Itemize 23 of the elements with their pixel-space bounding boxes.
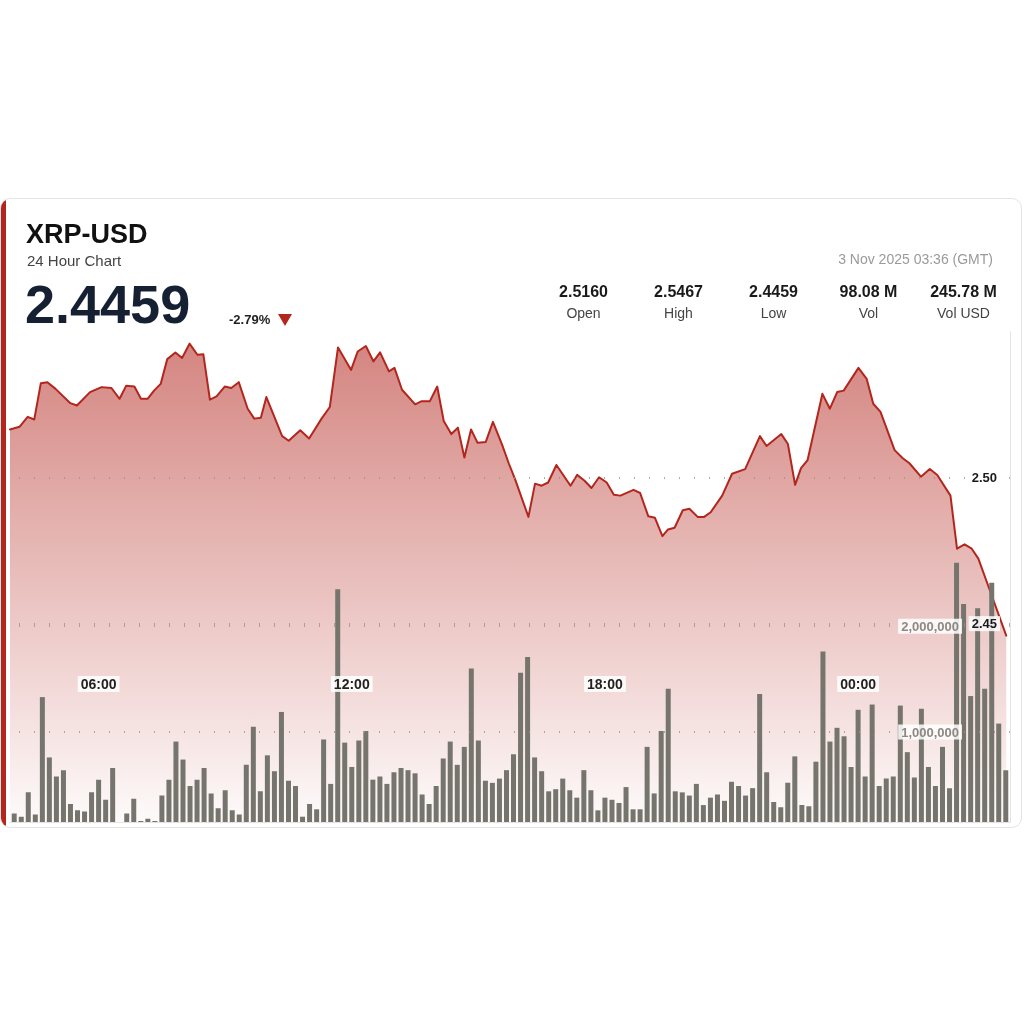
x-tick-label: 06:00 xyxy=(80,676,117,692)
text: Vol USD xyxy=(936,305,991,321)
text: Low xyxy=(759,305,788,321)
text: 2.5160 xyxy=(558,283,609,301)
chart-title: XRP-USD xyxy=(26,219,148,250)
text: 3 Nov 2025 03:36 (GMT) xyxy=(838,251,993,267)
annotation: 2.4459 xyxy=(25,273,191,335)
text: 98.08 M xyxy=(838,283,899,301)
y-tick-label: 2.45 xyxy=(971,616,997,632)
x-tick-label: 00:00 xyxy=(840,676,877,692)
text: Vol xyxy=(857,305,880,321)
chart-subtitle: 24 Hour Chart xyxy=(27,252,122,269)
text: High xyxy=(663,305,694,321)
text: Open xyxy=(565,305,602,321)
y2-tick-label: 1,000,000 xyxy=(901,724,959,740)
y2-tick-label: 2,000,000 xyxy=(901,618,959,634)
text: 2.4459 xyxy=(748,283,799,301)
x-tick-label: 18:00 xyxy=(587,676,624,692)
text: 2.5467 xyxy=(653,283,704,301)
y-tick-label: 2.50 xyxy=(971,470,997,486)
x-tick-label: 12:00 xyxy=(333,676,370,692)
text: -2.79% xyxy=(229,312,271,327)
text: 245.78 M xyxy=(929,283,998,301)
